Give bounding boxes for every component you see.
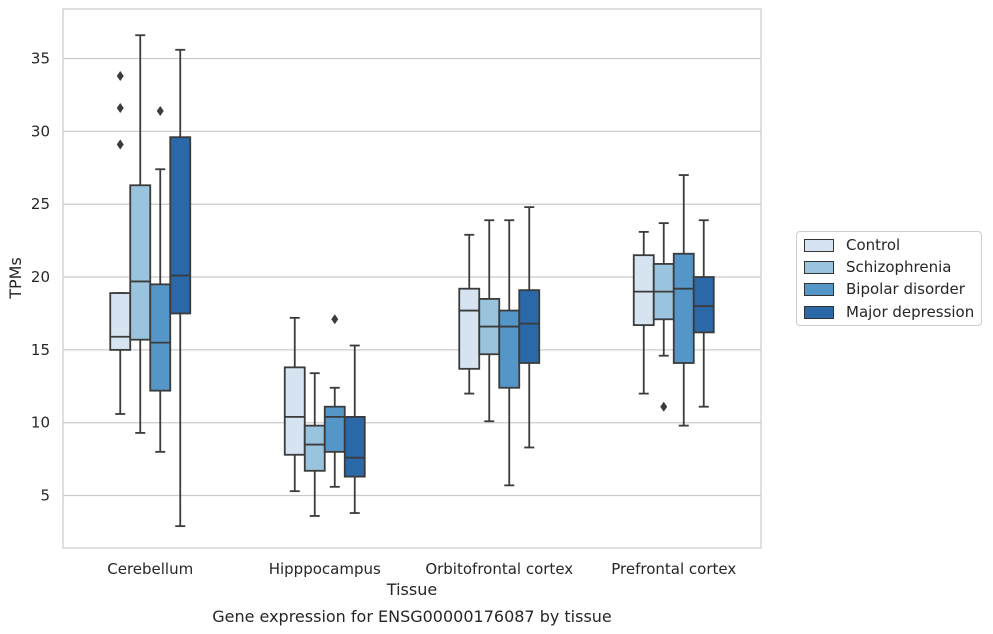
y-tick-label: 30 (31, 122, 50, 140)
box-0-0 (109, 71, 132, 415)
outlier-point (331, 314, 339, 325)
box-iqr (169, 136, 192, 315)
legend-item-bipolar-disorder: Bipolar disorder (804, 279, 965, 299)
outlier-point (116, 71, 124, 82)
y-tick-label: 25 (31, 195, 50, 213)
box-iqr (518, 289, 541, 364)
x-tick-label: Cerebellum (107, 560, 193, 578)
box-2-2 (498, 219, 521, 487)
box-1-2 (323, 314, 346, 488)
plot-frame (62, 8, 762, 549)
box-1-1 (303, 372, 326, 517)
box-iqr (283, 366, 306, 456)
legend-item-control: Control (804, 235, 900, 255)
x-tick-label: Prefrontal cortex (611, 560, 736, 578)
legend-swatch-bipolar-disorder (804, 282, 834, 296)
box-0-3 (169, 48, 192, 528)
legend-swatch-schizophrenia (804, 260, 834, 274)
outlier-point (116, 139, 124, 150)
box-iqr (632, 254, 655, 327)
x-axis-title: Tissue (386, 580, 437, 599)
y-tick-labels: 5 10 15 20 25 30 35 (31, 50, 50, 505)
box-0-1 (129, 34, 152, 434)
box-2-0 (458, 233, 481, 395)
box-3-0 (632, 230, 655, 395)
y-tick-label: 10 (31, 414, 50, 432)
legend-label: Bipolar disorder (846, 280, 965, 298)
box-series (109, 34, 715, 528)
box-2-3 (518, 206, 541, 449)
box-iqr (129, 184, 152, 341)
box-iqr (692, 276, 715, 334)
box-1-3 (343, 344, 366, 514)
chart-caption: Gene expression for ENSG00000176087 by t… (212, 607, 612, 626)
box-iqr (149, 283, 172, 392)
legend-item-major-depression: Major depression (804, 302, 974, 322)
x-tick-label: Hipppocampus (269, 560, 381, 578)
y-tick-label: 15 (31, 341, 50, 359)
legend: Control Schizophrenia Bipolar disorder M… (796, 231, 982, 326)
outlier-point (660, 401, 668, 412)
box-1-0 (283, 316, 306, 493)
box-0-2 (149, 105, 172, 453)
legend-swatch-control (804, 238, 834, 252)
legend-swatch-major-depression (804, 305, 834, 319)
box-iqr (458, 287, 481, 370)
box-2-1 (478, 219, 501, 423)
box-iqr (343, 415, 366, 478)
box-iqr (672, 252, 695, 364)
x-tick-label: Orbitofrontal cortex (425, 560, 573, 578)
box-3-3 (692, 219, 715, 408)
y-tick-label: 20 (31, 268, 50, 286)
legend-label: Major depression (846, 303, 975, 321)
legend-item-schizophrenia: Schizophrenia (804, 257, 951, 277)
y-tick-label: 5 (40, 487, 50, 505)
legend-label: Control (846, 236, 901, 254)
box-iqr (303, 424, 326, 472)
box-3-1 (652, 222, 675, 412)
legend-label: Schizophrenia (846, 258, 952, 276)
box-3-2 (672, 174, 695, 427)
box-iqr (498, 309, 521, 389)
y-tick-label: 35 (31, 50, 50, 68)
x-tick-labels: Cerebellum Hipppocampus Orbitofrontal cort… (107, 560, 736, 578)
box-iqr (323, 405, 346, 453)
box-iqr (109, 292, 132, 351)
outlier-point (116, 103, 124, 114)
y-axis-title: TPMs (6, 257, 25, 300)
outlier-point (156, 105, 164, 116)
